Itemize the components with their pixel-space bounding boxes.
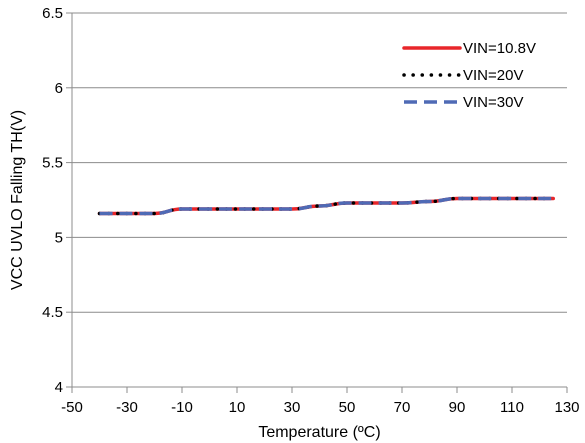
x-tick-label: 50 (339, 399, 356, 416)
x-tick-label: -30 (116, 399, 138, 416)
y-tick-label: 4 (55, 379, 63, 396)
y-tick-label: 5 (55, 229, 63, 246)
y-tick-label: 4.5 (42, 304, 63, 321)
legend-label: VIN=10.8V (463, 40, 536, 57)
x-tick-label: 30 (284, 399, 301, 416)
legend: VIN=10.8V VIN=20V VIN=30V (402, 40, 536, 111)
x-tick-label: 90 (449, 399, 466, 416)
legend-label: VIN=20V (463, 67, 523, 84)
x-tick-label: -10 (171, 399, 193, 416)
x-tick-label: -50 (61, 399, 83, 416)
plot-area (71, 13, 567, 388)
series-line-VIN=30V (99, 196, 554, 216)
series-layer (97, 196, 555, 216)
y-tick-label: 6 (55, 80, 63, 97)
y-tick-label: 6.5 (42, 5, 63, 22)
series-line-VIN=20V (97, 196, 555, 216)
x-axis-title: Temperature (ºC) (258, 424, 380, 441)
x-axis-ticks: -50 -30 -10 10 30 50 70 90 110 130 (61, 387, 580, 416)
y-axis-title: VCC UVLO Falling TH(V) (9, 110, 26, 290)
legend-label: VIN=30V (463, 94, 523, 111)
y-axis-ticks: 4 4.5 5 5.5 6 6.5 (42, 5, 72, 396)
x-tick-label: 10 (229, 399, 246, 416)
x-tick-label: 110 (500, 399, 524, 416)
x-tick-label: 70 (394, 399, 411, 416)
gridlines (72, 12, 567, 313)
x-tick-label: 130 (554, 399, 579, 416)
y-tick-label: 5.5 (42, 155, 63, 172)
